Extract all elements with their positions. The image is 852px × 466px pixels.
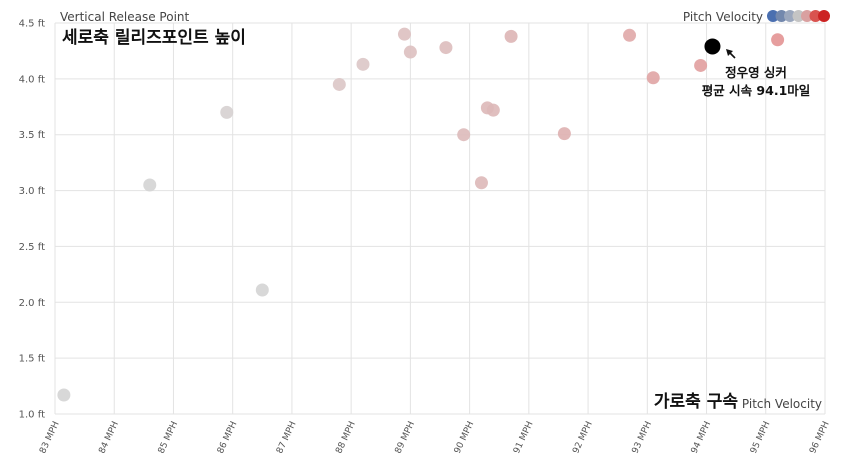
y-axis-ticks: 1.0 ft 1.5 ft 2.0 ft 2.5 ft 3.0 ft 3.5 ft 4.0 … [19, 19, 45, 421]
x-tick-label: 85 MPH [157, 420, 181, 455]
data-point [220, 105, 234, 119]
y-tick-label: 1.0 ft [19, 410, 45, 421]
legend-title: Pitch Velocity [683, 10, 763, 24]
y-tick-label: 4.5 ft [19, 19, 45, 30]
legend-swatch [784, 10, 796, 22]
x-tick-label: 95 MPH [749, 420, 773, 455]
y-tick-label: 2.0 ft [19, 298, 45, 309]
data-point [504, 29, 518, 43]
x-tick-label: 88 MPH [334, 420, 358, 455]
data-point [623, 28, 637, 42]
data-point [486, 103, 500, 117]
legend-swatch [775, 10, 788, 22]
legend-swatch [801, 10, 813, 22]
data-point [694, 58, 708, 72]
data-point [474, 176, 488, 190]
highlight-point [704, 38, 721, 55]
x-tick-label: 90 MPH [453, 420, 477, 455]
data-point [557, 127, 571, 141]
x-tick-label: 96 MPH [808, 420, 832, 455]
data-point [143, 178, 157, 192]
annotation-line-2: 평균 시속 94.1마일 [702, 83, 811, 98]
x-axis-ticks: 83 MPH 84 MPH 85 MPH 86 MPH 87 MPH 88 MPH 89 M… [38, 420, 832, 455]
x-tick-label: 83 MPH [38, 420, 62, 455]
y-tick-label: 4.0 ft [19, 74, 45, 85]
legend-swatch [767, 10, 779, 22]
legend-swatch [809, 10, 822, 22]
x-tick-label: 84 MPH [97, 420, 121, 455]
x-tick-label: 92 MPH [571, 420, 595, 455]
x-axis-title: Pitch Velocity [742, 397, 822, 411]
annotation-line-1: 정우영 싱커 [725, 65, 787, 80]
annotation-arrow-head [726, 49, 733, 56]
x-tick-label: 87 MPH [275, 420, 299, 455]
data-point [57, 388, 71, 402]
x-tick-label: 89 MPH [394, 420, 418, 455]
highlight-group: 정우영 싱커 평균 시속 94.1마일 [702, 38, 811, 98]
data-point [403, 45, 417, 59]
data-point [255, 283, 269, 297]
legend-swatch [818, 10, 830, 22]
grid [54, 22, 826, 415]
data-point [397, 27, 411, 41]
data-point [439, 41, 453, 55]
data-point [356, 57, 370, 71]
legend-swatch [792, 10, 805, 22]
y-tick-label: 2.5 ft [19, 242, 45, 253]
data-point [646, 71, 660, 85]
x-tick-label: 93 MPH [630, 420, 654, 455]
data-point [457, 128, 471, 142]
y-axis-title: Vertical Release Point [60, 10, 190, 24]
x-tick-label: 91 MPH [512, 420, 536, 455]
y-tick-label: 3.0 ft [19, 186, 45, 197]
data-point [771, 33, 785, 47]
y-tick-label: 3.5 ft [19, 130, 45, 141]
x-axis-overlay-title: 가로축 구속 [654, 392, 738, 412]
data-point [332, 77, 346, 91]
x-tick-label: 86 MPH [216, 420, 240, 455]
data-points [57, 27, 785, 402]
legend-swatches [767, 10, 830, 22]
x-tick-label: 94 MPH [690, 420, 714, 455]
y-axis-overlay-title: 세로축 릴리즈포인트 높이 [62, 28, 246, 48]
y-tick-label: 1.5 ft [19, 354, 45, 365]
